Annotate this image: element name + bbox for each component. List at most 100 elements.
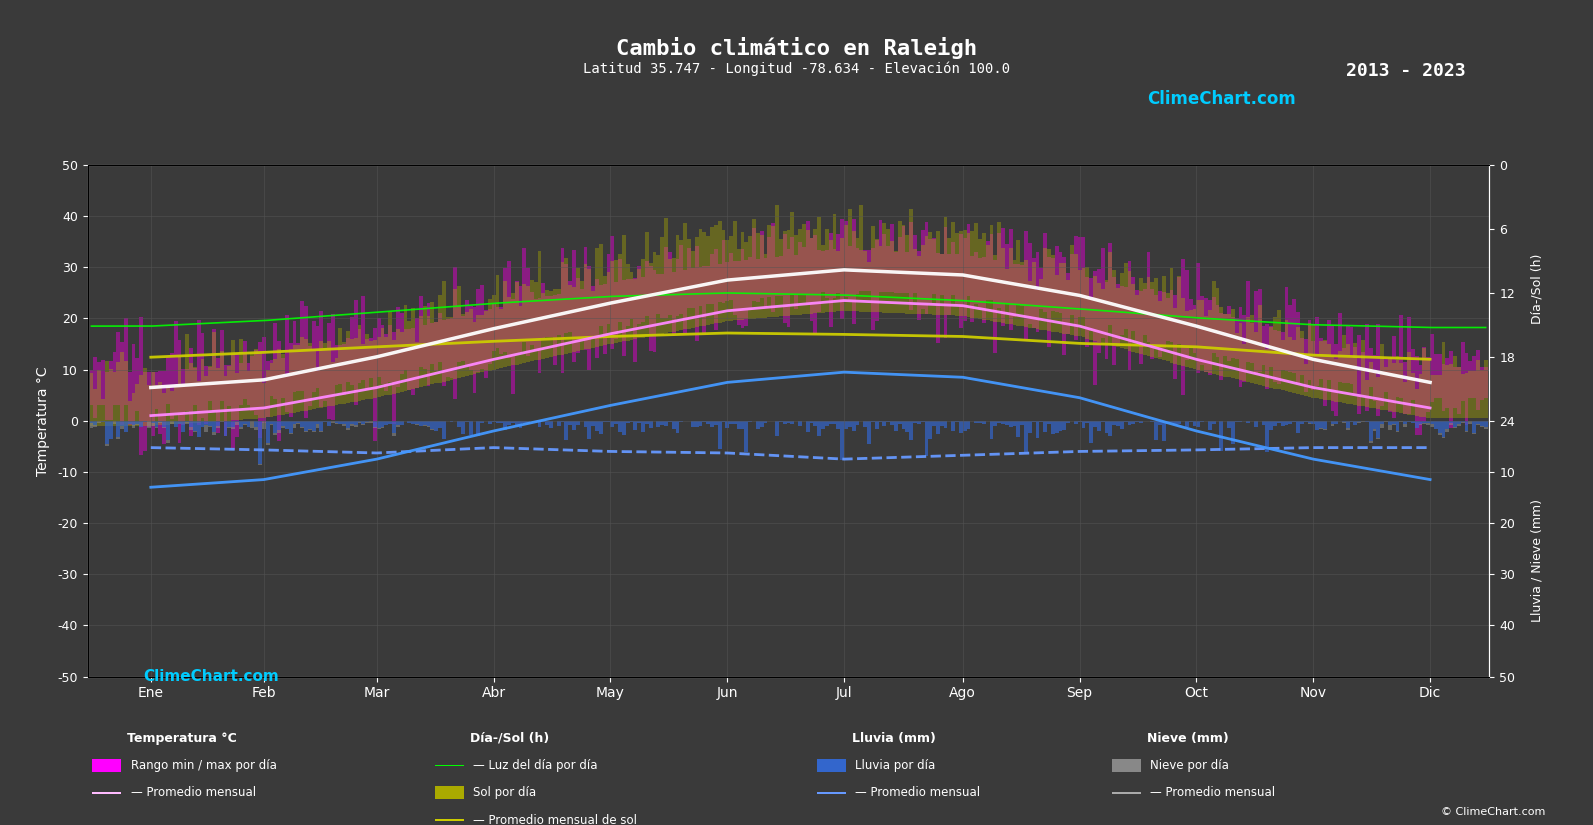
Bar (430, 323, 435, 364)
Bar (236, 353, 239, 437)
Bar (844, 221, 847, 298)
Bar (296, 345, 299, 412)
Bar (342, 424, 346, 426)
Bar (124, 421, 127, 431)
Bar (660, 237, 664, 334)
Bar (710, 253, 714, 304)
Bar (511, 421, 515, 422)
Bar (465, 312, 468, 376)
Bar (1278, 331, 1281, 384)
Bar (583, 247, 588, 350)
Bar (247, 421, 250, 427)
Bar (1354, 421, 1357, 425)
Bar (1411, 349, 1415, 400)
Bar (523, 248, 526, 342)
Bar (1035, 421, 1039, 438)
Bar (1013, 260, 1016, 325)
Bar (132, 344, 135, 425)
Bar (1281, 332, 1284, 370)
Bar (319, 341, 323, 408)
Bar (771, 226, 776, 317)
Bar (564, 421, 569, 440)
Bar (967, 233, 970, 317)
Bar (698, 421, 703, 426)
Bar (285, 374, 288, 414)
Bar (1419, 421, 1423, 424)
Bar (1258, 304, 1262, 384)
Text: — Promedio mensual: — Promedio mensual (131, 786, 256, 799)
Bar (1472, 370, 1477, 418)
Bar (1434, 421, 1438, 429)
Bar (591, 286, 596, 336)
Bar (1078, 421, 1082, 422)
Bar (468, 309, 473, 375)
Bar (354, 338, 358, 402)
Bar (1464, 353, 1469, 425)
Bar (449, 318, 454, 378)
Bar (242, 421, 247, 423)
Bar (119, 421, 124, 427)
Bar (615, 281, 618, 339)
Bar (331, 314, 335, 420)
Bar (285, 315, 288, 412)
Bar (277, 421, 280, 430)
Bar (373, 328, 378, 441)
Bar (656, 421, 660, 427)
Bar (1185, 421, 1188, 427)
Bar (422, 306, 427, 386)
Bar (261, 337, 266, 422)
Bar (863, 421, 867, 427)
Bar (1303, 364, 1308, 396)
Bar (1278, 309, 1281, 389)
Bar (744, 243, 749, 319)
Bar (1335, 421, 1338, 424)
Bar (1032, 421, 1035, 422)
Bar (1039, 268, 1043, 309)
Bar (1235, 421, 1239, 422)
Bar (798, 243, 801, 295)
Bar (679, 421, 683, 422)
Bar (457, 421, 460, 427)
Bar (285, 421, 288, 429)
Bar (518, 421, 523, 427)
Bar (441, 320, 446, 386)
Bar (760, 421, 763, 427)
Bar (1357, 421, 1360, 422)
Bar (1169, 268, 1174, 362)
Bar (416, 318, 419, 388)
Bar (975, 421, 978, 423)
Bar (1174, 295, 1177, 379)
Bar (1193, 421, 1196, 427)
Bar (1469, 421, 1472, 423)
Bar (392, 332, 397, 424)
Bar (1438, 354, 1442, 398)
Bar (1445, 429, 1450, 432)
Bar (959, 234, 962, 328)
Bar (193, 367, 198, 423)
Bar (319, 311, 323, 408)
Bar (1330, 356, 1335, 401)
Bar (894, 251, 898, 313)
Bar (212, 328, 217, 412)
Bar (768, 237, 771, 297)
Bar (787, 230, 790, 316)
Bar (599, 243, 602, 346)
Bar (1074, 254, 1078, 336)
Bar (446, 317, 449, 380)
Bar (664, 421, 667, 427)
Bar (986, 241, 989, 299)
Bar (515, 282, 518, 365)
Bar (859, 205, 863, 312)
Bar (894, 252, 898, 293)
Bar (763, 254, 768, 318)
Bar (1000, 229, 1005, 326)
Bar (871, 421, 875, 422)
Bar (1200, 296, 1204, 365)
Bar (473, 307, 476, 393)
Bar (871, 225, 875, 312)
Text: — Promedio mensual de sol: — Promedio mensual de sol (473, 813, 637, 825)
Bar (1246, 280, 1251, 361)
Bar (1262, 421, 1265, 425)
Bar (1059, 421, 1063, 431)
Bar (855, 248, 859, 294)
